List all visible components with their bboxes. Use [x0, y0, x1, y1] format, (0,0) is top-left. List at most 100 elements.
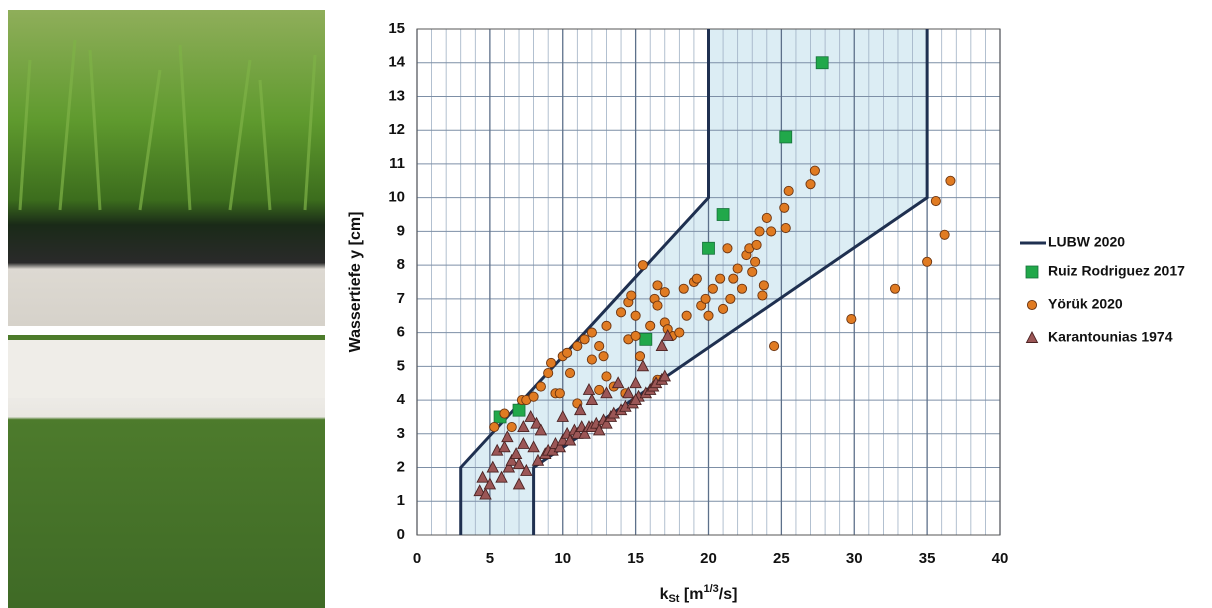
circle-marker	[637, 260, 648, 271]
triangle-marker	[495, 470, 508, 483]
triangle-marker	[534, 423, 548, 436]
x-axis-title-part: k	[660, 586, 669, 603]
y-tick-label: 8	[397, 256, 405, 273]
circle-marker	[747, 266, 758, 277]
y-tick-label: 0	[397, 526, 405, 543]
triangle-marker	[622, 386, 635, 399]
circle-marker	[528, 391, 539, 402]
circle-marker	[750, 256, 761, 267]
x-tick-label: 25	[773, 550, 790, 567]
square-marker	[815, 56, 829, 70]
circle-marker	[681, 310, 692, 321]
x-tick-label: 40	[992, 550, 1009, 567]
circle-marker	[572, 341, 583, 352]
triangle-marker	[600, 386, 613, 399]
circle-marker	[630, 310, 641, 321]
triangle-marker	[563, 433, 577, 446]
tape-measure	[8, 340, 325, 398]
circle-marker	[630, 330, 641, 342]
y-tick-label: 11	[389, 155, 405, 172]
x-tick-label: 30	[846, 550, 863, 567]
y-axis-title: Wassertiefe y [cm]	[347, 212, 364, 353]
triangle-marker	[517, 436, 530, 449]
triangle-marker	[512, 457, 526, 470]
square-marker	[779, 130, 793, 144]
triangle-marker	[524, 409, 537, 422]
triangle-marker	[505, 453, 518, 466]
circle-marker	[751, 239, 762, 250]
triangle-marker	[479, 487, 492, 500]
triangle-marker	[553, 440, 567, 453]
circle-marker	[645, 320, 656, 331]
circle-marker	[506, 422, 517, 433]
square-marker	[639, 332, 653, 346]
circle-marker	[691, 273, 702, 284]
x-tick-label: 15	[627, 550, 644, 567]
triangle-marker	[611, 376, 625, 389]
y-tick-label: 15	[388, 20, 405, 37]
y-tick-label: 7	[397, 290, 405, 307]
circle-marker	[546, 357, 557, 369]
x-axis-title-part: /s]	[719, 586, 738, 603]
triangle-marker	[530, 416, 543, 429]
circle-marker	[939, 229, 950, 240]
square-marker	[512, 403, 526, 417]
circle-marker	[579, 334, 590, 345]
circle-marker	[728, 273, 739, 284]
triangle-marker	[600, 416, 613, 429]
triangle-marker	[517, 420, 530, 433]
triangle-marker	[658, 369, 672, 382]
y-tick-label: 3	[397, 425, 405, 442]
triangle-marker	[502, 460, 516, 473]
triangle-marker	[573, 403, 587, 416]
triangle-marker	[531, 453, 545, 466]
triangle-marker	[527, 440, 540, 453]
circle-marker	[594, 384, 605, 395]
triangle-marker	[655, 339, 669, 352]
legend-swatch	[1025, 331, 1039, 343]
x-axis-title-part: St	[668, 593, 679, 605]
circle-marker	[700, 293, 711, 304]
circle-marker	[652, 280, 663, 291]
triangle-marker	[629, 393, 642, 406]
triangle-marker	[661, 329, 674, 341]
square-marker	[702, 241, 715, 255]
x-tick-label: 10	[554, 550, 571, 567]
circle-marker	[761, 212, 772, 223]
circle-marker	[809, 165, 820, 176]
y-tick-label: 5	[397, 357, 405, 374]
circle-marker	[543, 368, 554, 379]
y-tick-label: 14	[388, 54, 405, 71]
x-axis-title: kSt [m1/3/s]	[660, 583, 738, 605]
boundary-line	[459, 29, 929, 535]
circle-marker	[564, 368, 576, 379]
triangle-marker	[585, 393, 599, 406]
triangle-marker	[636, 359, 650, 372]
x-axis-title-part: [m	[679, 586, 703, 603]
circle-marker	[758, 280, 769, 291]
circle-marker	[634, 351, 646, 362]
circle-marker	[783, 185, 794, 196]
triangle-marker	[486, 460, 500, 473]
y-tick-label: 2	[397, 459, 405, 476]
circle-marker	[616, 307, 627, 318]
circle-marker	[678, 283, 689, 294]
circle-marker	[594, 341, 605, 352]
circle-marker	[769, 341, 780, 352]
circle-marker	[703, 310, 714, 321]
circle-marker	[499, 408, 510, 419]
y-tick-label: 9	[397, 222, 405, 239]
legend-swatch	[1025, 265, 1039, 279]
triangle-marker	[509, 447, 523, 459]
triangle-marker	[556, 409, 569, 422]
circle-marker	[736, 283, 748, 294]
circle-marker	[586, 327, 597, 338]
triangle-marker	[512, 477, 526, 490]
circle-marker	[754, 226, 765, 237]
circle-marker	[601, 320, 612, 331]
triangle-marker	[629, 376, 642, 389]
circle-marker	[780, 222, 791, 234]
legend-swatch	[1026, 299, 1038, 311]
triangle-marker	[473, 484, 486, 497]
